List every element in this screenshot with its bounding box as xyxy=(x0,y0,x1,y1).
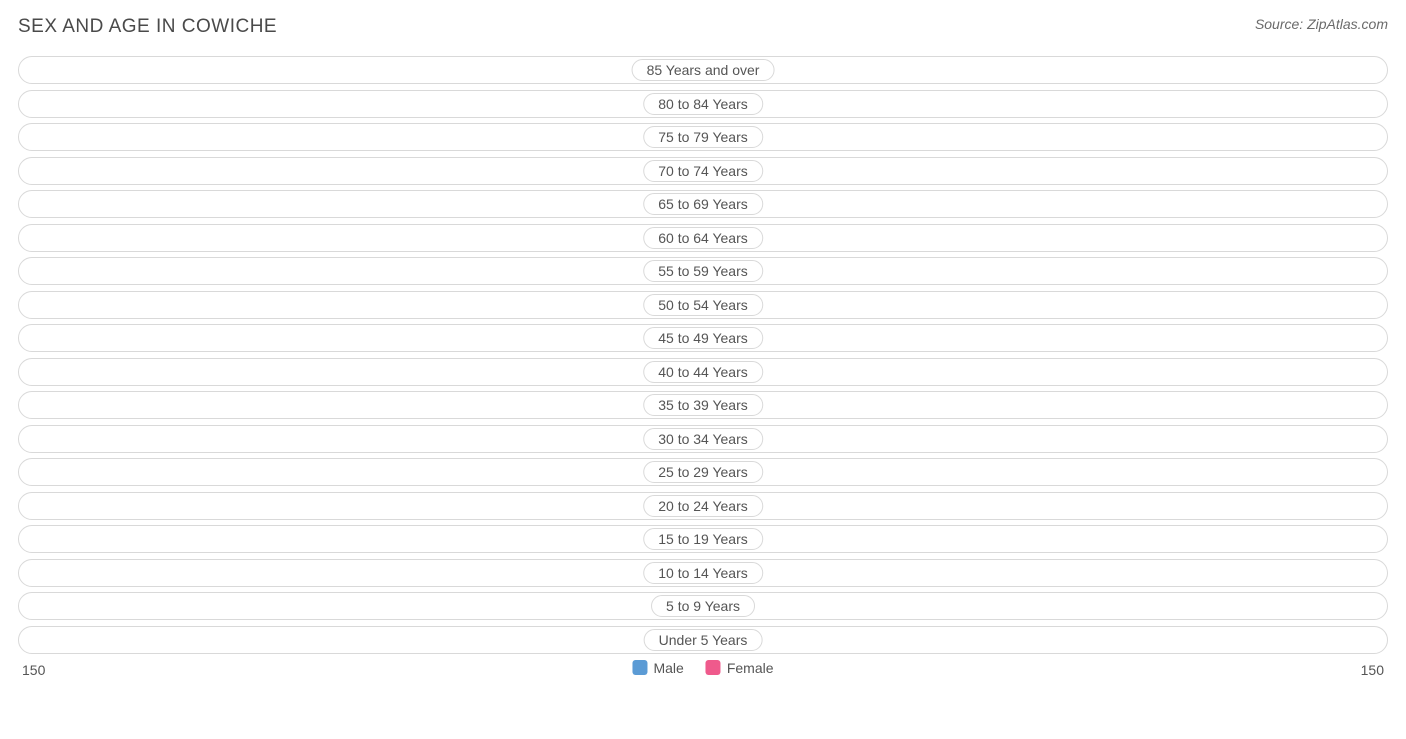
legend-label-male: Male xyxy=(653,660,683,676)
chart-header: SEX AND AGE IN COWICHE Source: ZipAtlas.… xyxy=(18,16,1388,38)
legend: Male Female xyxy=(632,660,773,676)
pyramid-row: 1061450 to 54 Years xyxy=(18,291,1388,319)
pyramid-row: 01260 to 64 Years xyxy=(18,224,1388,252)
pyramid-row: 38010 to 14 Years xyxy=(18,559,1388,587)
age-category-label: 5 to 9 Years xyxy=(651,595,755,617)
pyramid-row: 54020 to 24 Years xyxy=(18,492,1388,520)
pyramid-row: 0075 to 79 Years xyxy=(18,123,1388,151)
legend-female: Female xyxy=(706,660,774,676)
age-category-label: 70 to 74 Years xyxy=(643,160,763,182)
legend-label-female: Female xyxy=(727,660,774,676)
chart-area: 0085 Years and over 01580 to 84 Years 0075… xyxy=(18,56,1388,654)
age-category-label: 30 to 34 Years xyxy=(643,428,763,450)
pyramid-row: 0070 to 74 Years xyxy=(18,157,1388,185)
legend-swatch-male xyxy=(632,660,647,675)
pyramid-row: 36025 to 29 Years xyxy=(18,458,1388,486)
age-category-label: 65 to 69 Years xyxy=(643,193,763,215)
age-category-label: 10 to 14 Years xyxy=(643,562,763,584)
age-category-label: 35 to 39 Years xyxy=(643,394,763,416)
pyramid-row: 0015 to 19 Years xyxy=(18,525,1388,553)
age-category-label: 15 to 19 Years xyxy=(643,528,763,550)
age-category-label: 20 to 24 Years xyxy=(643,495,763,517)
age-category-label: Under 5 Years xyxy=(644,629,763,651)
pyramid-row: 0030 to 34 Years xyxy=(18,425,1388,453)
age-category-label: 55 to 59 Years xyxy=(643,260,763,282)
age-category-label: 75 to 79 Years xyxy=(643,126,763,148)
pyramid-row: 01580 to 84 Years xyxy=(18,90,1388,118)
pyramid-row: 01555 to 59 Years xyxy=(18,257,1388,285)
age-category-label: 80 to 84 Years xyxy=(643,93,763,115)
age-category-label: 40 to 44 Years xyxy=(643,361,763,383)
age-category-label: 60 to 64 Years xyxy=(643,227,763,249)
chart-source: Source: ZipAtlas.com xyxy=(1255,16,1388,32)
chart-footer: 150 Male Female 150 xyxy=(18,660,1388,684)
legend-swatch-female xyxy=(706,660,721,675)
legend-male: Male xyxy=(632,660,683,676)
age-category-label: 25 to 29 Years xyxy=(643,461,763,483)
age-category-label: 45 to 49 Years xyxy=(643,327,763,349)
pyramid-row: 0085 Years and over xyxy=(18,56,1388,84)
pyramid-row: 012040 to 44 Years xyxy=(18,358,1388,386)
pyramid-row: 11065 to 69 Years xyxy=(18,190,1388,218)
pyramid-row: 0045 to 49 Years xyxy=(18,324,1388,352)
axis-max-left: 150 xyxy=(22,662,45,678)
age-category-label: 85 Years and over xyxy=(632,59,775,81)
pyramid-row: 00Under 5 Years xyxy=(18,626,1388,654)
chart-title: SEX AND AGE IN COWICHE xyxy=(18,16,277,38)
axis-max-right: 150 xyxy=(1361,662,1384,678)
age-category-label: 50 to 54 Years xyxy=(643,294,763,316)
pyramid-row: 0035 to 39 Years xyxy=(18,391,1388,419)
pyramid-row: 0245 to 9 Years xyxy=(18,592,1388,620)
